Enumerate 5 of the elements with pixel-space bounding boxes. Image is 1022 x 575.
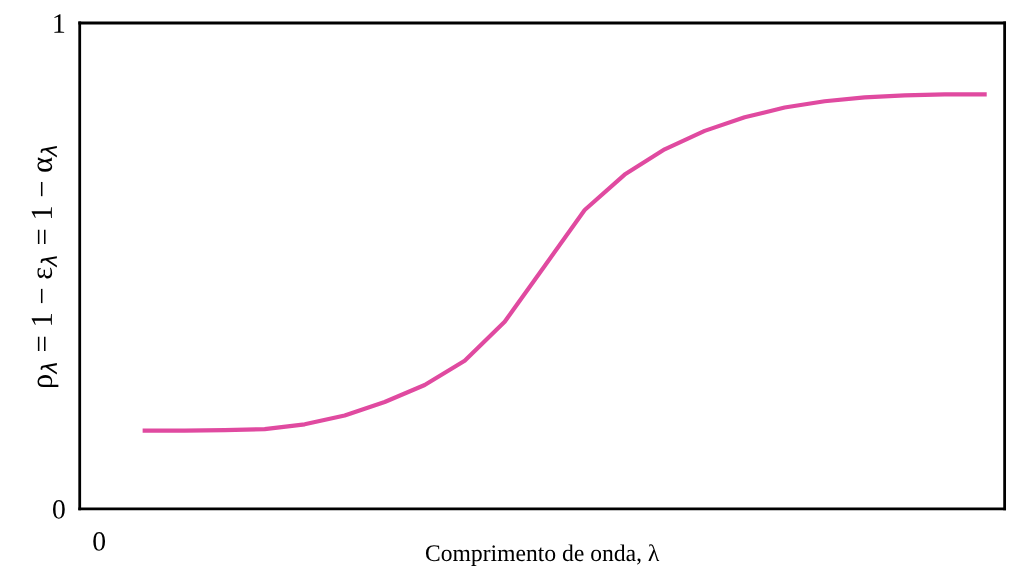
y-tick-label: 1: [54, 14, 65, 33]
x-axis-title: Comprimento de onda, λ: [425, 544, 660, 566]
line-series: [142, 92, 987, 433]
text: 0: [93, 532, 106, 551]
y-axis-title: ρ$_{λ}$ = 1 − ε$_{λ}$ = 1 − α$_{λ}$: [31, 146, 59, 388]
